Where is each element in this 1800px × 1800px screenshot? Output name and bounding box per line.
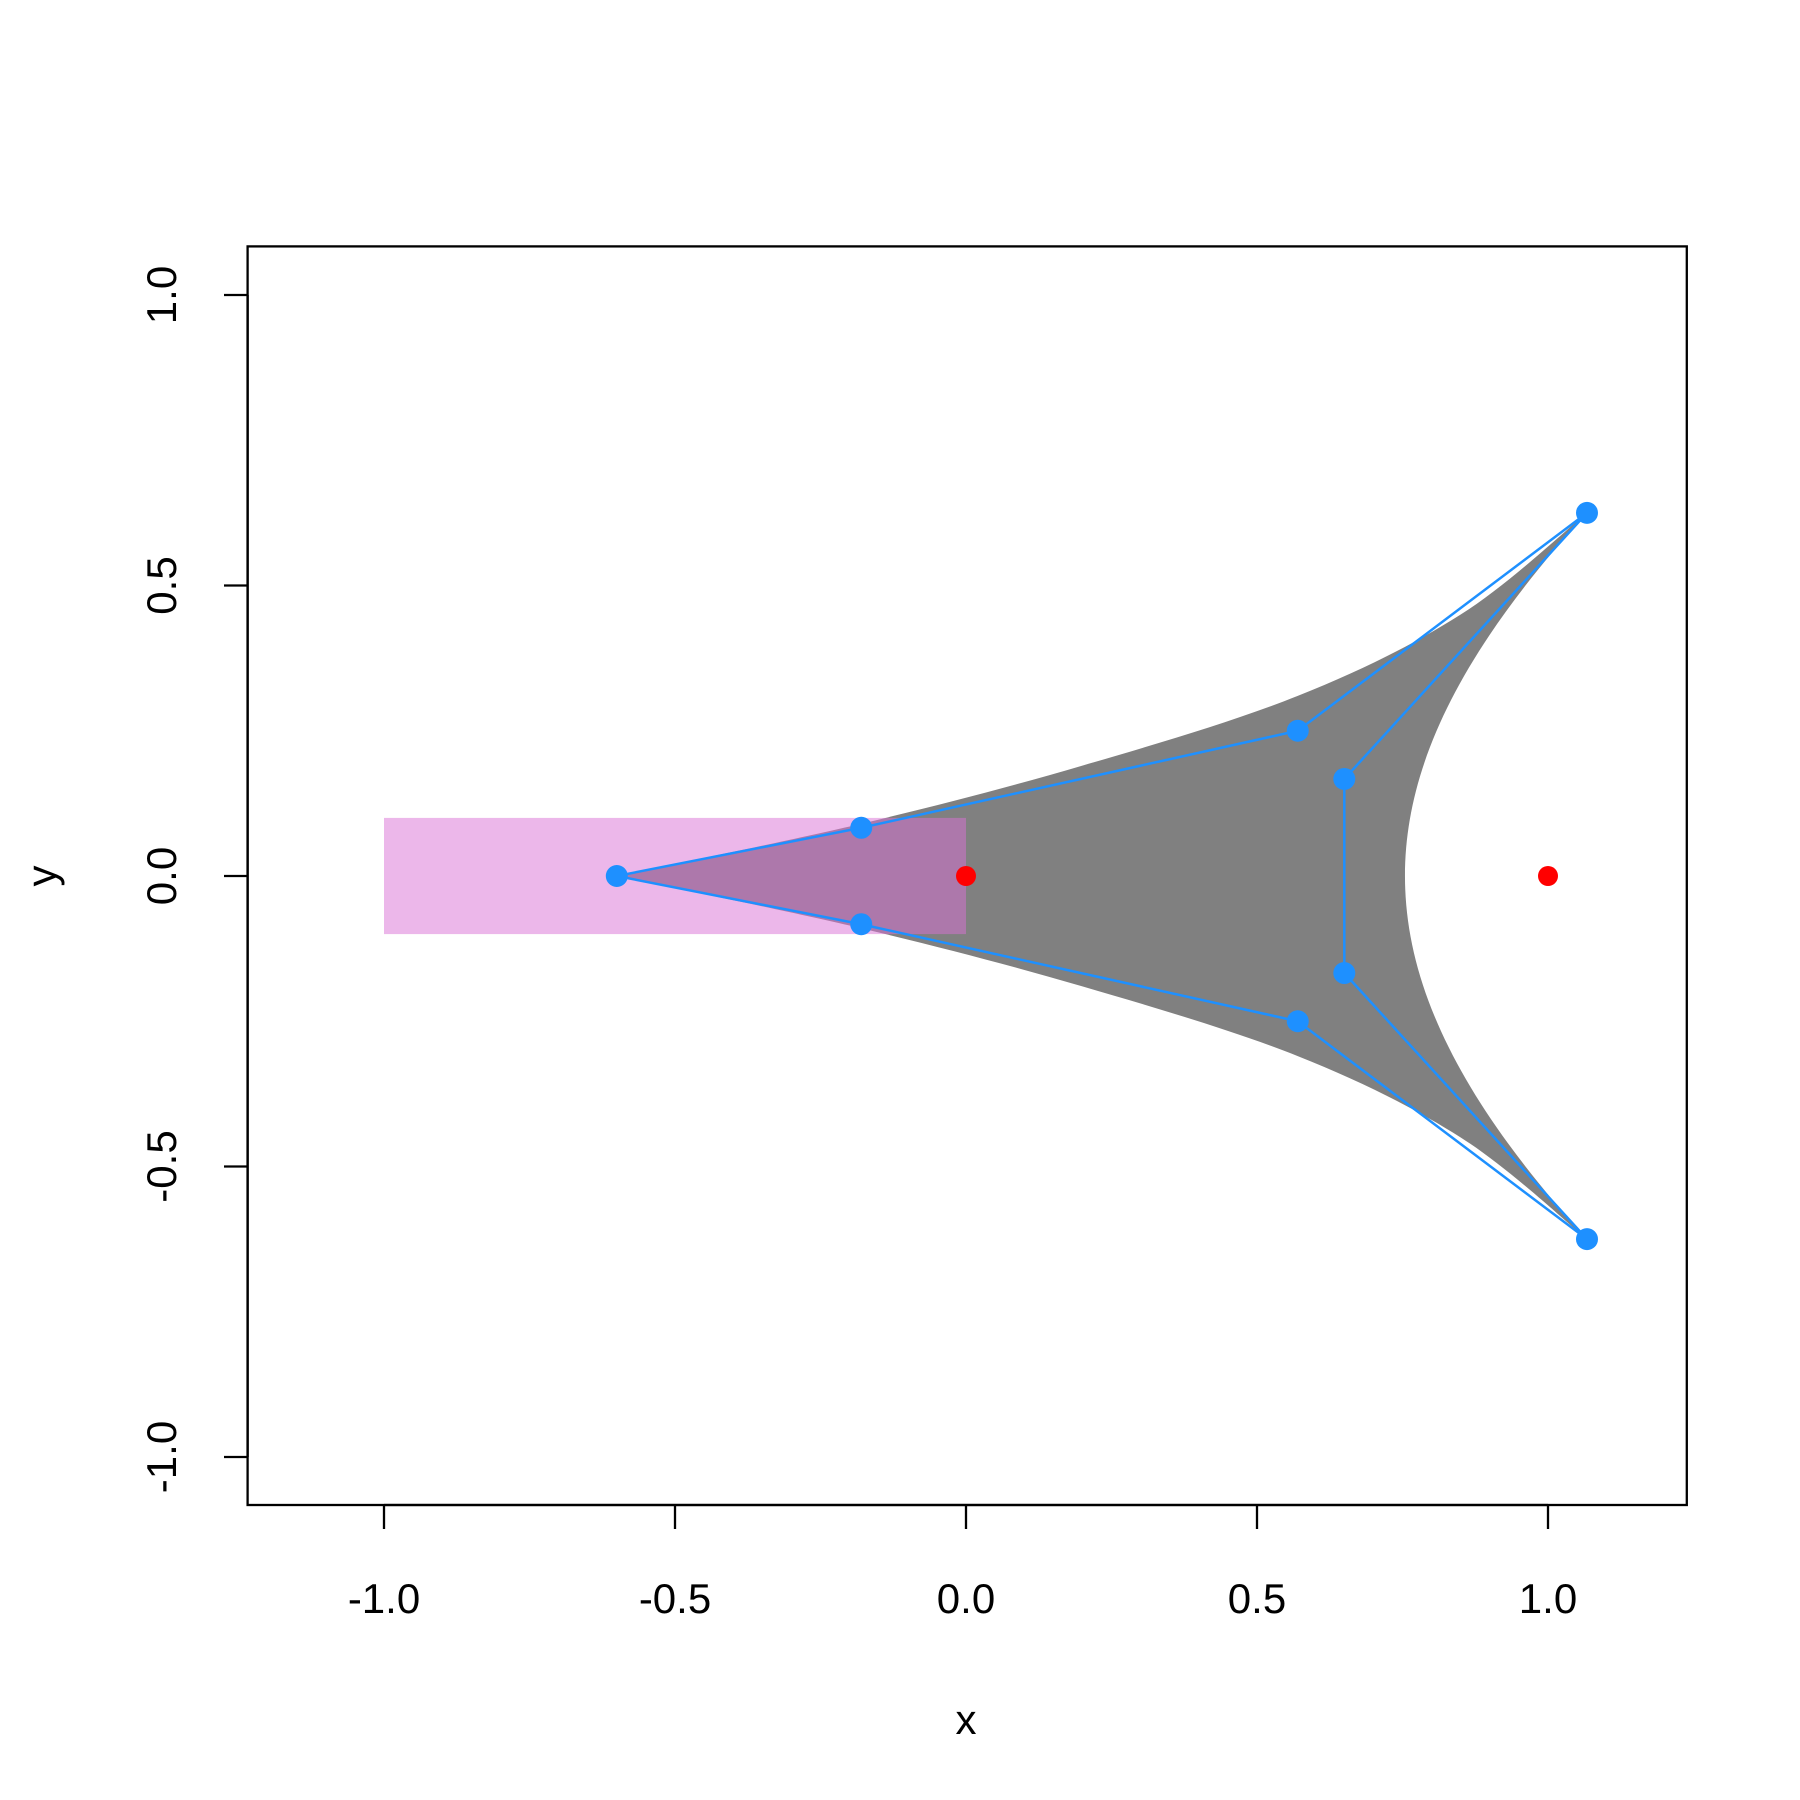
y-tick-label: 1.0 [138, 266, 185, 324]
control-point [1575, 1228, 1598, 1251]
control-point [1333, 962, 1356, 985]
y-tick-label: -1.0 [138, 1421, 185, 1493]
y-tick-label: 0.5 [138, 556, 185, 614]
control-point [850, 816, 873, 839]
x-tick-label: 1.0 [1519, 1575, 1577, 1622]
x-axis-label: x [956, 1696, 977, 1743]
control-point [1333, 767, 1356, 790]
control-point [1286, 719, 1309, 742]
control-point [1286, 1010, 1309, 1033]
control-point [850, 913, 873, 936]
control-point [605, 865, 628, 887]
red-point [956, 866, 976, 886]
x-tick-label: -0.5 [639, 1575, 711, 1622]
y-tick-label: 0.0 [138, 847, 185, 905]
x-tick-label: 0.0 [937, 1575, 995, 1622]
x-tick-label: -1.0 [348, 1575, 420, 1622]
highlight-rectangle [384, 817, 966, 935]
x-tick-label: 0.5 [1228, 1575, 1286, 1622]
y-tick-label: -0.5 [138, 1130, 185, 1202]
red-point [1538, 866, 1558, 886]
y-axis-label: y [18, 866, 65, 887]
control-polygon [616, 511, 1588, 1241]
control-point [1575, 501, 1598, 524]
